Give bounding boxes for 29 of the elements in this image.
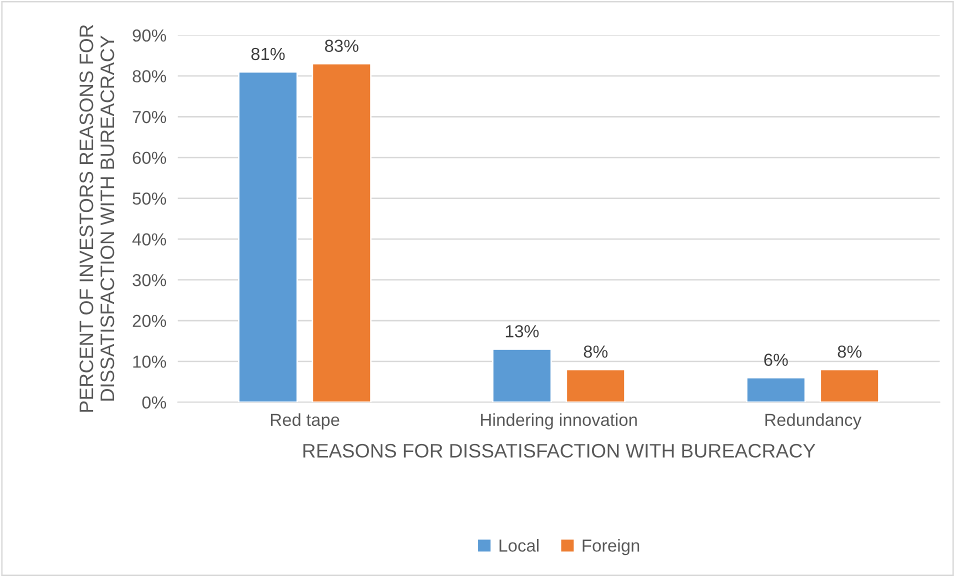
bar: [746, 377, 806, 402]
y-tick-label: 0%: [142, 396, 166, 409]
x-axis-title: REASONS FOR DISSATISFACTION WITH BUREACRACY: [303, 444, 816, 458]
data-label: 8%: [584, 345, 608, 358]
bar: [566, 368, 626, 402]
data-label: 6%: [764, 354, 788, 366]
y-tick-label: 60%: [132, 152, 166, 164]
y-tick-label: 70%: [132, 110, 166, 124]
legend-label: Foreign: [582, 538, 640, 556]
data-label: 13%: [506, 325, 539, 338]
data-label: 8%: [838, 345, 862, 358]
y-tick-label: 50%: [132, 192, 166, 205]
x-tick-label: Redundancy: [765, 413, 862, 430]
legend-label: Local: [500, 538, 539, 552]
y-tick-label: 40%: [132, 233, 166, 246]
y-tick-label: 90%: [132, 29, 166, 42]
y-tick-label: 30%: [132, 274, 166, 286]
y-tick-label: 80%: [132, 70, 166, 82]
x-tick-label: Red tape: [271, 413, 340, 430]
data-label: 81%: [251, 48, 285, 60]
y-tick-label: 10%: [133, 356, 166, 368]
y-tick-label: 20%: [132, 314, 166, 328]
y-axis-title: PERCENT OF INVESTORS REASONS FOR DISSATISFACTION WITH BUREACRACY: [80, 24, 114, 412]
x-tick-label: Hindering innovation: [481, 413, 637, 430]
data-label: 83%: [325, 40, 358, 52]
bar: [492, 348, 552, 402]
bar: [312, 63, 372, 402]
bar: [820, 368, 880, 402]
bar: [238, 71, 298, 402]
